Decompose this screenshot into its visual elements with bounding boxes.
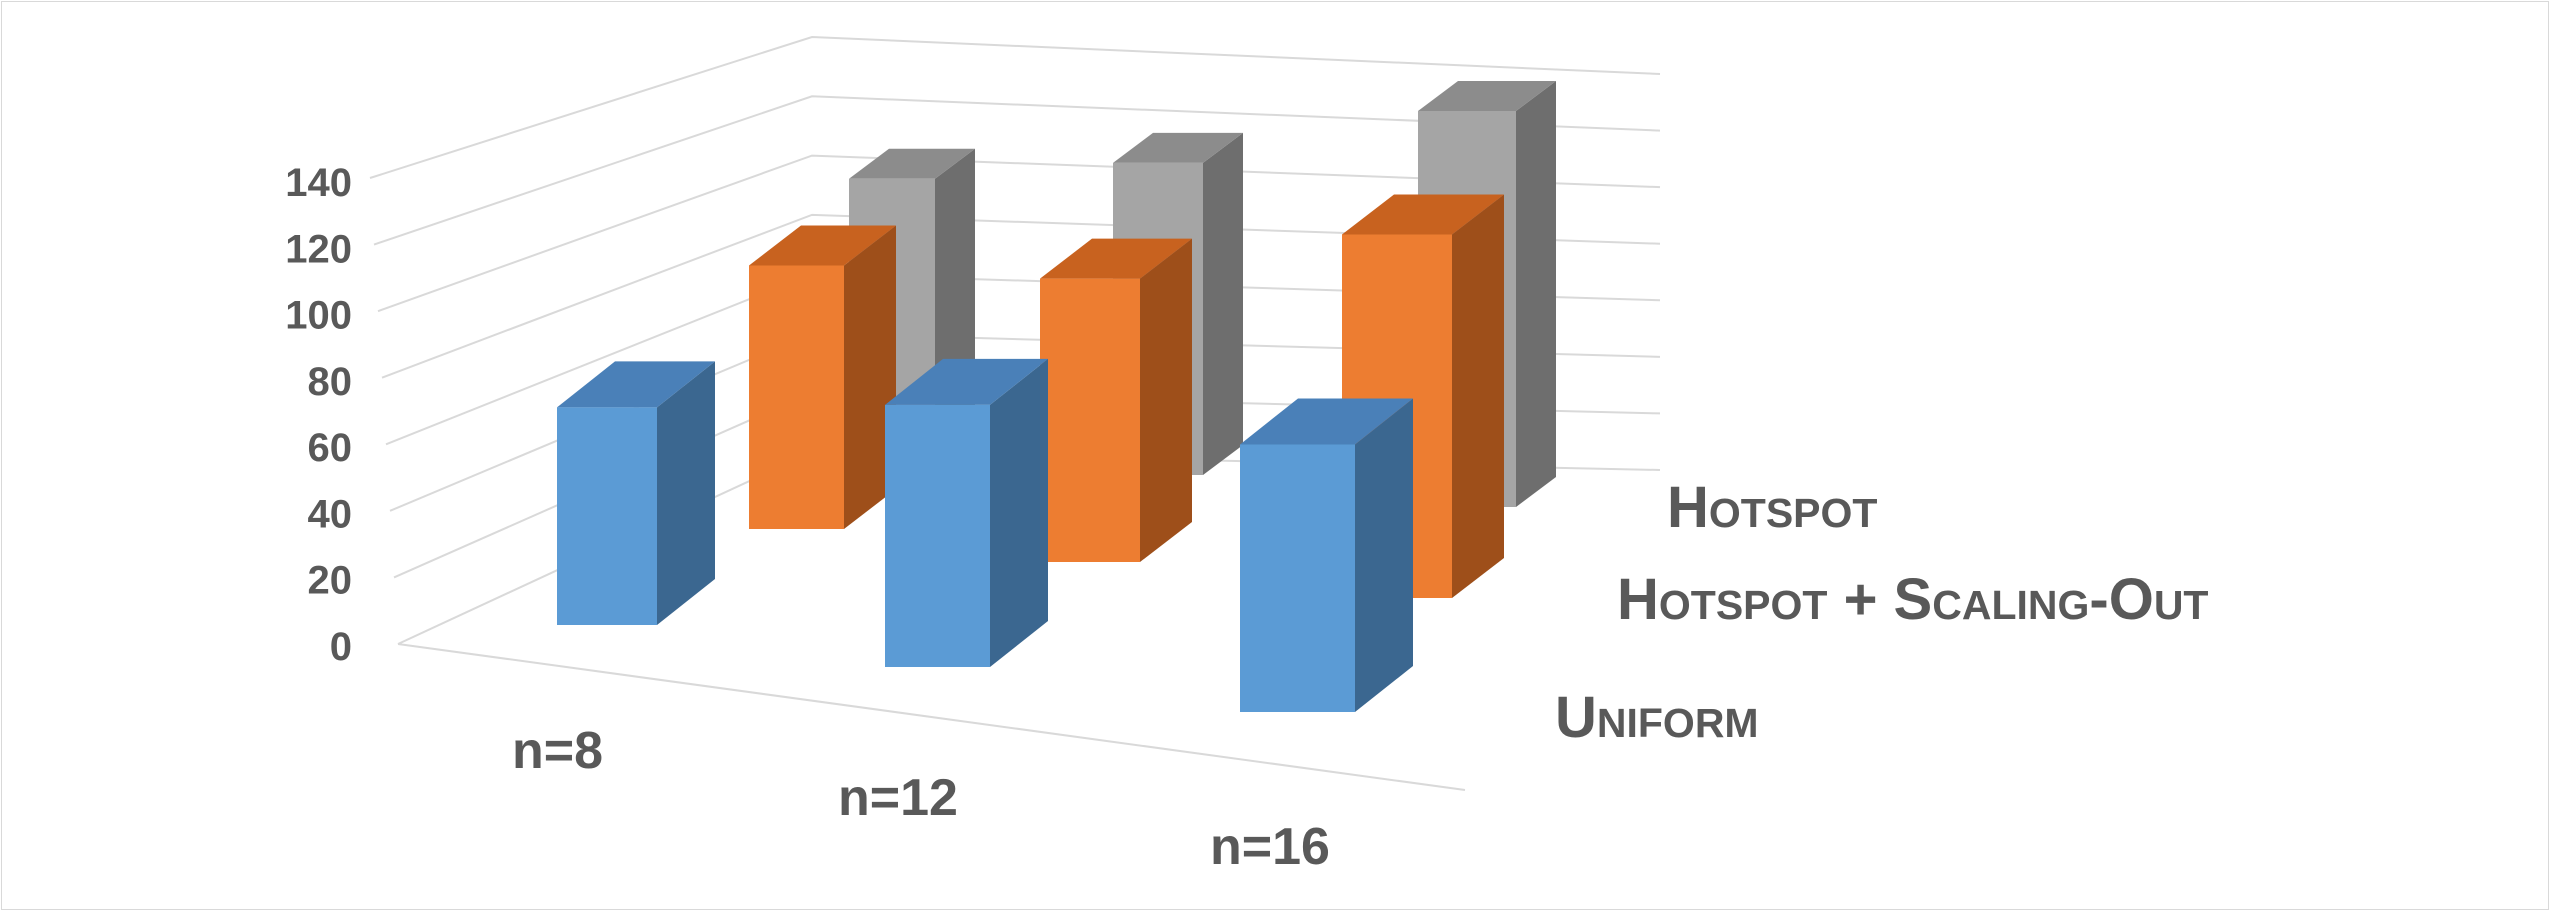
category-labels: n=8 n=12 n=16 [512, 722, 1330, 876]
y-tick-label: 100 [285, 294, 352, 338]
bar-top [1040, 238, 1192, 279]
gridline-100 [377, 154, 1661, 313]
series-label: Hotspot + Scaling-Out [1617, 567, 2208, 632]
y-tick-label: 60 [308, 426, 353, 470]
bar-top [849, 148, 975, 179]
gridline-140 [369, 35, 1661, 179]
bar-uniform-n=16 [1240, 398, 1413, 712]
bar-hotspot-scaling-out-n=12 [1040, 238, 1192, 562]
category-label: n=16 [1210, 818, 1330, 876]
gridline-120 [373, 95, 1661, 246]
y-tick-label: 40 [308, 492, 353, 536]
bars [557, 81, 1556, 712]
bar-top [557, 361, 715, 408]
floor-front-edge [397, 643, 1466, 791]
series-label: Uniform [1555, 685, 1759, 750]
bar-top [749, 225, 896, 266]
bar-side [844, 225, 896, 529]
bar-uniform-n=12 [885, 358, 1048, 667]
bar-side [1355, 398, 1413, 712]
bar-side [1452, 194, 1504, 598]
bar-front [749, 265, 844, 529]
bar-side [1203, 132, 1243, 476]
bar-front [557, 407, 657, 625]
bar-side [990, 358, 1048, 667]
series-label: Hotspot [1667, 475, 1877, 540]
y-tick-label: 0 [330, 625, 352, 669]
bar-side [1140, 238, 1192, 562]
bar-top [1418, 81, 1556, 111]
y-tick-label: 20 [308, 559, 353, 603]
bar-top [1342, 194, 1504, 235]
y-tick-label: 120 [285, 227, 352, 271]
bar-uniform-n=8 [557, 361, 715, 625]
y-tick-label: 140 [285, 161, 352, 205]
bar-side [657, 361, 715, 625]
category-label: n=8 [512, 722, 603, 780]
bar-top [885, 358, 1048, 405]
bar-top [1240, 398, 1413, 445]
y-tick-label: 80 [308, 360, 353, 404]
series-labels: Uniform Hotspot + Scaling-Out Hotspot [1555, 475, 2208, 750]
bar-side [1516, 81, 1556, 507]
bar-front [1040, 278, 1140, 562]
bar-front [1240, 444, 1355, 712]
bar-hotspot-scaling-out-n=8 [749, 225, 896, 529]
bar-front [885, 404, 990, 667]
bar-top [1113, 132, 1243, 163]
category-label: n=12 [838, 769, 958, 827]
y-axis-ticks: 0 20 40 60 80 100 120 140 [285, 161, 352, 669]
